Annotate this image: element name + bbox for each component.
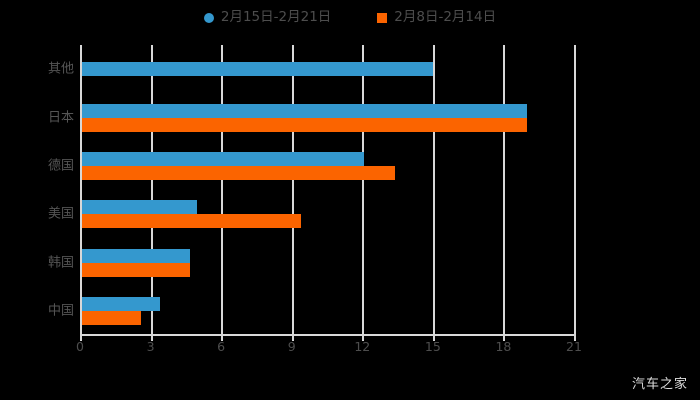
bar <box>82 248 191 263</box>
x-tick-mark <box>150 336 153 341</box>
bar <box>82 62 433 77</box>
y-axis-category-label: 美国 <box>47 206 74 222</box>
x-tick-mark <box>503 336 506 341</box>
y-axis-category-label: 韩国 <box>47 255 74 270</box>
x-tick-label: 0 <box>76 339 84 354</box>
chart-legend: 2月15日-2月21日 2月8日-2月14日 <box>0 6 700 30</box>
x-tick-label: 6 <box>217 339 226 354</box>
y-axis-category-label: 日本 <box>47 110 74 125</box>
bar <box>82 200 198 215</box>
legend-item-0[interactable]: 2月15日-2月21日 <box>203 9 332 26</box>
gridline <box>362 45 365 335</box>
bar <box>82 117 527 132</box>
x-tick-label: 12 <box>354 339 371 354</box>
gridline <box>150 45 153 335</box>
bar <box>82 214 301 229</box>
y-axis-category-label: 中国 <box>47 303 74 319</box>
bar <box>82 262 191 277</box>
x-tick-label: 18 <box>495 339 512 354</box>
legend-item-1[interactable]: 2月8日-2月14日 <box>377 11 496 25</box>
gridline <box>574 45 576 335</box>
legend-label-1: 2月8日-2月14日 <box>394 9 497 26</box>
x-tick-mark <box>291 336 294 341</box>
x-tick-label: 15 <box>424 339 441 354</box>
watermark: 汽车之家 <box>631 377 688 392</box>
x-tick-mark <box>80 336 82 341</box>
gridline <box>221 45 224 335</box>
x-tick-mark <box>221 336 224 341</box>
y-axis-line <box>80 45 82 335</box>
legend-label-0: 2月15日-2月21日 <box>220 9 332 26</box>
bar <box>82 103 527 118</box>
gridline <box>291 45 294 335</box>
bar <box>82 310 141 325</box>
gridline <box>432 45 435 335</box>
bar <box>82 151 365 166</box>
x-axis-line <box>80 334 576 336</box>
x-tick-mark <box>574 336 576 341</box>
square-marker-icon <box>377 13 388 23</box>
x-tick-mark <box>362 336 365 341</box>
circle-marker-icon <box>203 13 214 23</box>
x-tick-label: 3 <box>146 339 155 354</box>
plot-area <box>80 45 576 335</box>
y-axis-category-label: 德国 <box>47 158 74 174</box>
bar <box>82 165 395 180</box>
gridline <box>503 45 506 335</box>
x-tick-mark <box>432 336 435 341</box>
x-tick-label: 21 <box>566 339 582 354</box>
y-axis-category-label: 其他 <box>47 61 74 77</box>
bar <box>82 296 160 311</box>
x-tick-label: 9 <box>287 339 296 354</box>
